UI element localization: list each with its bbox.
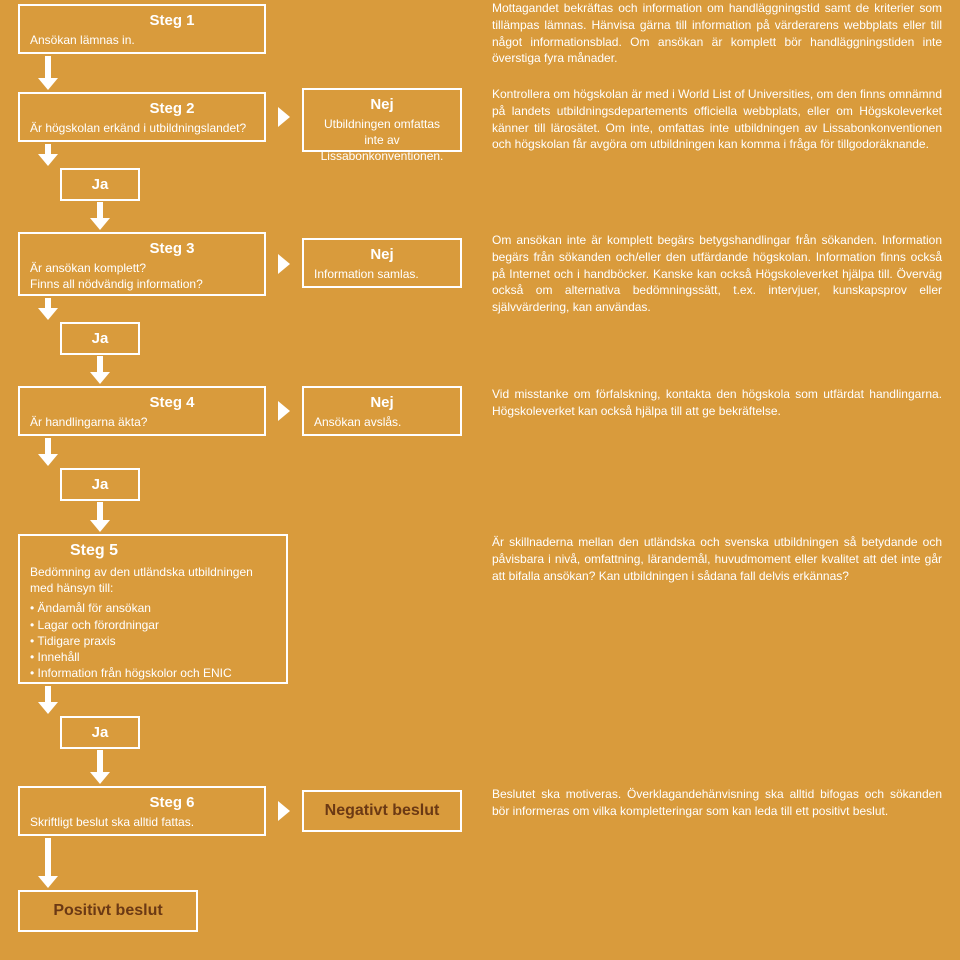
step5-b4: Innehåll — [30, 649, 276, 665]
step5-bullets: Ändamål för ansökan Lagar och förordning… — [30, 600, 276, 681]
ja5-box: Ja — [60, 716, 140, 749]
step2-text: Är högskolan erkänd i utbildningslandet? — [30, 120, 254, 136]
ja3-box: Ja — [60, 322, 140, 355]
nej4-box: Nej Ansökan avslås. — [302, 386, 462, 436]
para2: Kontrollera om högskolan är med i World … — [492, 86, 942, 153]
arrow-down-icon — [90, 372, 110, 384]
arrow-right-icon — [278, 801, 290, 821]
arrow-down-icon — [38, 454, 58, 466]
step5-intro: Bedömning av den utländska utbildningen … — [30, 564, 276, 596]
nej3-title: Nej — [314, 246, 450, 263]
para3: Om ansökan inte är komplett begärs betyg… — [492, 232, 942, 316]
nej4-title: Nej — [314, 394, 450, 411]
step5-b2: Lagar och förordningar — [30, 617, 276, 633]
arrow-down-icon — [38, 876, 58, 888]
step3-text2: Finns all nödvändig information? — [30, 276, 254, 292]
arrow-right-icon — [278, 401, 290, 421]
para5: Är skillnaderna mellan den utländska och… — [492, 534, 942, 584]
arrow-down-icon — [38, 78, 58, 90]
arrow-down-icon — [90, 218, 110, 230]
nej2-text: Utbildningen omfattas inte av Lissabonko… — [314, 116, 450, 165]
nej2-box: Nej Utbildningen omfattas inte av Lissab… — [302, 88, 462, 152]
arrow-right-icon — [278, 107, 290, 127]
pos-result-box: Positivt beslut — [18, 890, 198, 932]
step5-b5: Information från högskolor och ENIC — [30, 665, 276, 681]
ja2-box: Ja — [60, 168, 140, 201]
step1-box: Steg 1 Ansökan lämnas in. — [18, 4, 266, 54]
arrow-down-icon — [90, 520, 110, 532]
step3-box: Steg 3 Är ansökan komplett? Finns all nö… — [18, 232, 266, 296]
step4-title: Steg 4 — [90, 394, 254, 411]
connector — [97, 502, 103, 522]
arrow-down-icon — [38, 154, 58, 166]
step5-box: Steg 5 Bedömning av den utländska utbild… — [18, 534, 288, 684]
nej4-text: Ansökan avslås. — [314, 414, 450, 430]
ja4-box: Ja — [60, 468, 140, 501]
step2-title: Steg 2 — [90, 100, 254, 117]
step5-b1: Ändamål för ansökan — [30, 600, 276, 616]
arrow-down-icon — [90, 772, 110, 784]
step2-box: Steg 2 Är högskolan erkänd i utbildnings… — [18, 92, 266, 142]
nej3-box: Nej Information samlas. — [302, 238, 462, 288]
step4-text: Är handlingarna äkta? — [30, 414, 254, 430]
nej3-text: Information samlas. — [314, 266, 450, 282]
step6-box: Steg 6 Skriftligt beslut ska alltid fatt… — [18, 786, 266, 836]
step4-box: Steg 4 Är handlingarna äkta? — [18, 386, 266, 436]
step5-title: Steg 5 — [70, 542, 276, 560]
step6-title: Steg 6 — [90, 794, 254, 811]
neg-result-box: Negativt beslut — [302, 790, 462, 832]
step6-text: Skriftligt beslut ska alltid fattas. — [30, 814, 254, 830]
nej2-title: Nej — [314, 96, 450, 113]
para4: Vid misstanke om förfalskning, kontakta … — [492, 386, 942, 420]
arrow-down-icon — [38, 702, 58, 714]
step1-text: Ansökan lämnas in. — [30, 32, 254, 48]
connector — [97, 750, 103, 774]
step3-text1: Är ansökan komplett? — [30, 260, 254, 276]
para6: Beslutet ska motiveras. Överklagandehänv… — [492, 786, 942, 820]
arrow-right-icon — [278, 254, 290, 274]
step1-title: Steg 1 — [90, 12, 254, 29]
connector — [45, 56, 51, 80]
step5-b3: Tidigare praxis — [30, 633, 276, 649]
arrow-down-icon — [38, 308, 58, 320]
para1: Mottagandet bekräftas och information om… — [492, 0, 942, 67]
connector — [45, 838, 51, 878]
step3-title: Steg 3 — [90, 240, 254, 257]
